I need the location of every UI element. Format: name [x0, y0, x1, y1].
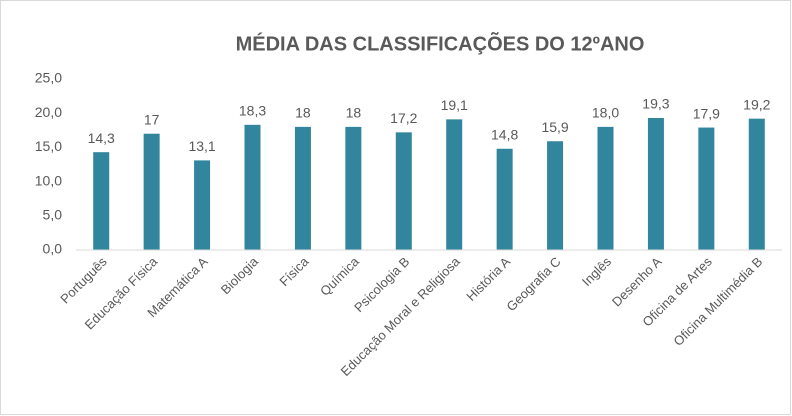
bar	[647, 117, 664, 250]
data-label: 17	[144, 111, 160, 127]
bar	[547, 141, 564, 250]
bar	[294, 126, 311, 250]
bar	[194, 160, 211, 250]
data-label: 19,2	[743, 96, 770, 112]
data-label: 13,1	[188, 138, 215, 154]
data-label: 17,2	[390, 110, 417, 126]
y-tick-label: 25,0	[35, 70, 62, 86]
data-label: 17,9	[693, 105, 720, 121]
bar	[698, 127, 715, 250]
chart-title: MÉDIA DAS CLASSIFICAÇÕES DO 12ºANO	[236, 31, 645, 55]
data-label: 15,9	[541, 119, 568, 135]
bar	[143, 133, 160, 250]
data-label: 14,3	[88, 130, 115, 146]
y-tick-label: 5,0	[43, 207, 63, 223]
y-tick-label: 15,0	[35, 138, 62, 154]
bar	[496, 148, 513, 250]
data-label: 18,3	[239, 103, 266, 119]
bar	[597, 126, 614, 250]
data-label: 19,1	[441, 97, 468, 113]
bar	[748, 118, 765, 250]
y-tick-label: 10,0	[35, 172, 62, 188]
data-label: 19,3	[642, 96, 669, 112]
data-label: 14,8	[491, 126, 518, 142]
bar	[395, 132, 412, 250]
data-label: 18	[346, 105, 362, 121]
data-label: 18,0	[592, 105, 619, 121]
y-tick-label: 20,0	[35, 104, 62, 120]
y-tick-label: 0,0	[43, 241, 63, 257]
bar	[446, 119, 463, 250]
data-label: 18	[295, 105, 311, 121]
bar	[93, 152, 110, 250]
bar	[345, 126, 362, 250]
bar	[244, 124, 261, 250]
